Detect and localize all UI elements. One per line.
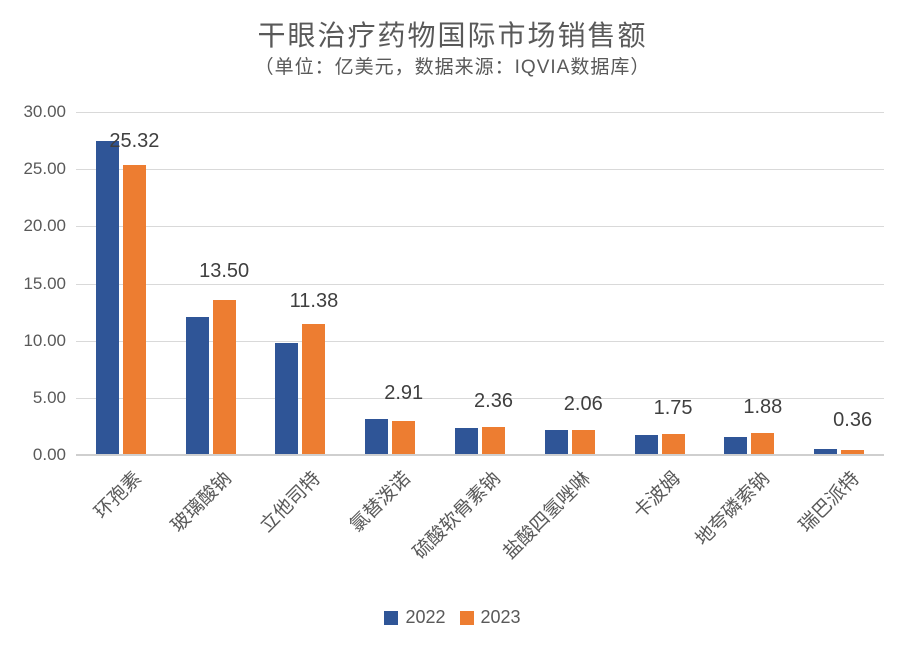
legend-item-2023: 2023 [459, 607, 521, 628]
bar-2023 [302, 323, 326, 454]
bar-2022 [275, 343, 299, 454]
bar-data-label: 2.91 [384, 381, 424, 404]
bar-2023 [212, 299, 236, 454]
bar-2023 [661, 434, 685, 454]
x-axis-line [76, 454, 884, 456]
gridline [76, 283, 884, 285]
bar-data-label: 2.06 [563, 393, 603, 415]
bar-2023 [482, 427, 505, 454]
bar-data-label: 13.50 [199, 259, 250, 282]
legend-swatch-2023-icon [459, 610, 474, 625]
legend-item-2022: 2022 [384, 607, 446, 628]
bar-data-label: 11.38 [289, 289, 339, 312]
bar-2023 [122, 164, 146, 454]
y-axis-tick-label: 5.00 [32, 387, 66, 407]
bar-data-label: 0.36 [833, 409, 873, 432]
y-axis-tick-label: 30.00 [23, 102, 66, 121]
bar-2022 [185, 317, 209, 454]
bar-2022 [544, 430, 568, 454]
x-axis-category-label: 瑞巴派特 [795, 468, 864, 537]
legend-label-2022: 2022 [405, 607, 446, 627]
bar-2022 [634, 435, 658, 454]
x-axis-category-label: 盐酸四氢唑啉 [499, 468, 595, 564]
y-axis-tick-label: 15.00 [23, 273, 66, 293]
bar-2022 [724, 436, 748, 454]
x-axis-category-label: 环孢素 [90, 468, 146, 524]
bar-2022 [365, 418, 389, 454]
bar-data-label: 1.75 [653, 397, 693, 419]
chart-subtitle: （单位：亿美元，数据来源：IQVIA数据库） [254, 57, 651, 78]
bar-2023 [841, 449, 865, 454]
bar-2023 [571, 430, 595, 454]
gridline [76, 340, 884, 342]
x-axis-category-label: 玻璃酸钠 [166, 468, 236, 537]
chart-title: 干眼治疗药物国际市场销售额 [257, 20, 648, 51]
gridline [76, 226, 884, 228]
legend-label-2023: 2023 [480, 607, 521, 627]
bar-2022 [95, 140, 119, 454]
bar-data-label: 2.36 [474, 390, 513, 413]
x-axis-category-label: 硫酸软骨素钠 [409, 468, 505, 564]
x-axis-category-label: 地夸磷索钠 [692, 468, 775, 551]
y-axis-tick-label: 20.00 [23, 216, 66, 236]
bar-2023 [392, 420, 416, 454]
x-axis-category-label: 氯替泼诺 [346, 468, 416, 537]
bar-2022 [814, 449, 838, 454]
y-axis-tick-label: 10.00 [23, 330, 66, 350]
legend: 2022 2023 [0, 607, 905, 628]
bar-2023 [751, 432, 775, 454]
bar-data-label: 1.88 [743, 395, 783, 418]
y-axis-tick-label: 0.00 [32, 445, 66, 464]
gridline [76, 169, 884, 171]
x-axis-category-label: 立他司特 [256, 468, 326, 537]
x-axis-category-label: 卡波姆 [629, 468, 685, 524]
bar-data-label: 25.32 [109, 129, 160, 152]
gridline [76, 112, 884, 113]
plot-area: 25.32 13.50 11.38 2.91 2.36 2.06 1.75 1.88 0.36 [76, 112, 884, 456]
y-axis-tick-label: 25.00 [23, 159, 66, 179]
gridline [76, 397, 884, 399]
legend-swatch-2022-icon [384, 610, 399, 625]
bar-2022 [455, 427, 478, 454]
